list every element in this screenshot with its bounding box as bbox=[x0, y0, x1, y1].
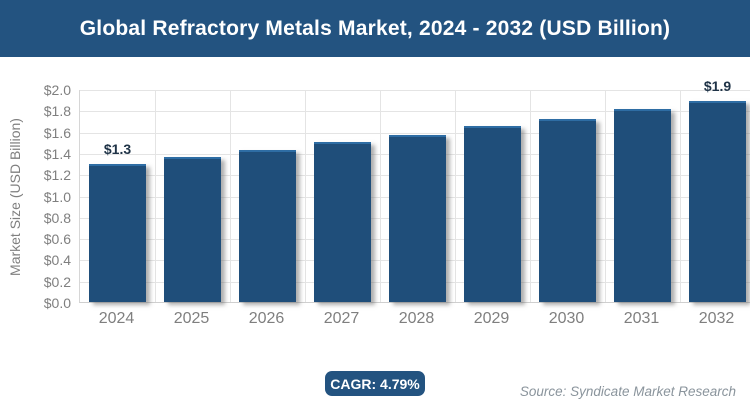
gridline-vertical bbox=[305, 90, 306, 302]
y-tick-label: $0.0 bbox=[43, 295, 71, 311]
gridline-vertical bbox=[230, 90, 231, 302]
y-tick-label: $0.2 bbox=[43, 273, 71, 290]
x-tick-label-2031: 2031 bbox=[623, 310, 660, 327]
bar-2027 bbox=[314, 142, 371, 302]
data-label-2024: $1.3 bbox=[103, 140, 132, 157]
x-tick-label-2027: 2027 bbox=[323, 310, 360, 327]
data-label-2032: $1.9 bbox=[703, 77, 732, 94]
bar-2032 bbox=[689, 100, 746, 302]
gridline-vertical bbox=[530, 90, 531, 302]
bar-chart-plot-area: $1.3 $1.9 bbox=[79, 78, 750, 303]
y-tick-label: $1.0 bbox=[43, 188, 71, 205]
bar-2031 bbox=[614, 109, 671, 302]
bar-2030 bbox=[539, 118, 596, 302]
y-tick-label: $0.4 bbox=[43, 252, 71, 269]
gridline-vertical bbox=[155, 90, 156, 302]
x-tick-label-2024: 2024 bbox=[98, 310, 135, 327]
y-tick-label: $1.2 bbox=[43, 167, 71, 184]
y-tick-label: $1.6 bbox=[43, 124, 71, 141]
chart-title: Global Refractory Metals Market, 2024 - … bbox=[79, 16, 671, 40]
x-tick-label-2025: 2025 bbox=[173, 310, 210, 327]
x-tick-label-2026: 2026 bbox=[248, 310, 285, 327]
gridline-vertical bbox=[605, 90, 606, 302]
y-tick-label: $1.4 bbox=[43, 145, 71, 162]
gridline-horizontal bbox=[80, 90, 750, 91]
y-tick-label: $2.0 bbox=[43, 82, 71, 98]
y-tick-label: $1.8 bbox=[43, 103, 71, 120]
x-tick-label-2029: 2029 bbox=[473, 310, 510, 327]
cagr-badge: CAGR: 4.79% bbox=[325, 371, 425, 396]
bar-2029 bbox=[464, 126, 521, 302]
gridline-horizontal bbox=[80, 132, 750, 134]
cagr-badge-label: CAGR: 4.79% bbox=[330, 375, 420, 392]
gridline-vertical bbox=[680, 90, 681, 302]
x-tick-label-2028: 2028 bbox=[398, 310, 435, 327]
bar-2024 bbox=[89, 163, 146, 302]
y-tick-label: $0.6 bbox=[43, 231, 71, 248]
bar-2026 bbox=[239, 149, 296, 302]
x-tick-label-2032: 2032 bbox=[698, 310, 735, 327]
bar-2025 bbox=[164, 157, 221, 302]
gridline-vertical bbox=[380, 90, 381, 302]
gridline-vertical bbox=[455, 90, 456, 302]
bar-2028 bbox=[389, 134, 446, 302]
chart-title-banner: Global Refractory Metals Market, 2024 - … bbox=[0, 0, 750, 57]
y-tick-label: $0.8 bbox=[43, 209, 71, 226]
source-note: Source: Syndicate Market Research bbox=[519, 384, 736, 399]
x-tick-label-2030: 2030 bbox=[548, 310, 585, 327]
gridline-horizontal bbox=[80, 111, 750, 113]
